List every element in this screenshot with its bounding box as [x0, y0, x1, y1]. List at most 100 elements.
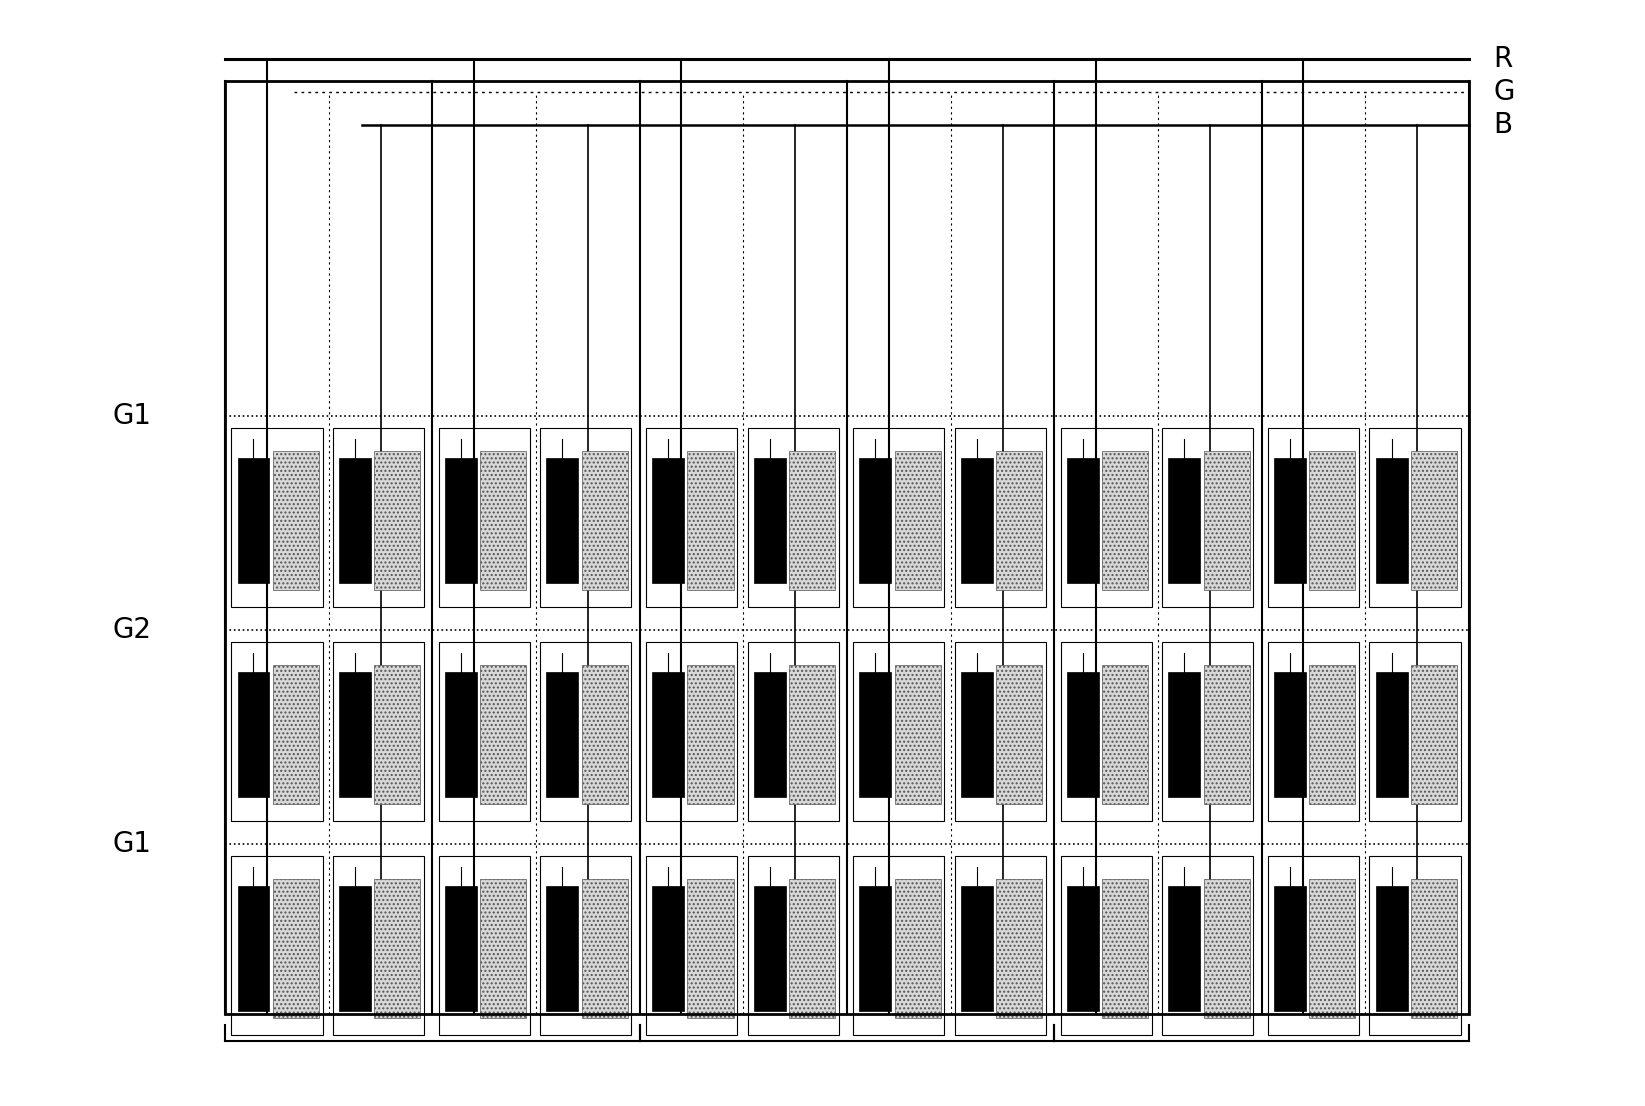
Bar	[1370, 641, 1461, 821]
Bar	[444, 458, 477, 583]
Bar	[273, 879, 319, 1018]
Bar	[339, 886, 372, 1012]
Bar	[790, 451, 836, 589]
Bar	[375, 879, 421, 1018]
Bar	[753, 458, 786, 583]
Bar	[439, 428, 530, 607]
Bar	[1066, 671, 1099, 797]
Bar	[1168, 886, 1201, 1012]
Bar	[582, 666, 628, 804]
Bar	[232, 428, 322, 607]
Bar	[1204, 666, 1250, 804]
Bar	[1102, 666, 1148, 804]
Bar	[439, 856, 530, 1035]
Bar	[232, 641, 322, 821]
Bar	[375, 451, 421, 589]
Bar	[1102, 879, 1148, 1018]
Bar	[1161, 428, 1253, 607]
Bar	[859, 458, 892, 583]
Bar	[444, 671, 477, 797]
Bar	[854, 428, 944, 607]
Bar	[1370, 428, 1461, 607]
Text: B: B	[1494, 111, 1513, 139]
Bar	[439, 641, 530, 821]
Bar	[747, 856, 839, 1035]
Bar	[444, 886, 477, 1012]
Bar	[961, 671, 994, 797]
Bar	[332, 428, 424, 607]
Bar	[646, 856, 737, 1035]
Bar	[225, 81, 1469, 1014]
Bar	[1168, 458, 1201, 583]
Bar	[688, 451, 734, 589]
Bar	[1375, 458, 1408, 583]
Bar	[997, 451, 1043, 589]
Bar	[954, 856, 1046, 1035]
Bar	[997, 879, 1043, 1018]
Bar	[1268, 428, 1359, 607]
Bar	[1066, 458, 1099, 583]
Bar	[540, 641, 632, 821]
Bar	[747, 641, 839, 821]
Bar	[646, 428, 737, 607]
Bar	[651, 671, 684, 797]
Bar	[1375, 671, 1408, 797]
Bar	[540, 428, 632, 607]
Bar	[1275, 886, 1306, 1012]
Bar	[895, 451, 941, 589]
Bar	[651, 458, 684, 583]
Bar	[1268, 856, 1359, 1035]
Text: G2: G2	[112, 616, 151, 644]
Bar	[237, 671, 270, 797]
Bar	[582, 879, 628, 1018]
Text: R: R	[1494, 45, 1513, 73]
Bar	[1061, 856, 1152, 1035]
Bar	[790, 666, 836, 804]
Bar	[1102, 451, 1148, 589]
Bar	[651, 886, 684, 1012]
Bar	[790, 879, 836, 1018]
Text: G1: G1	[112, 401, 151, 430]
Bar	[339, 671, 372, 797]
Bar	[237, 886, 270, 1012]
Bar	[961, 458, 994, 583]
Bar	[1204, 879, 1250, 1018]
Bar	[1268, 641, 1359, 821]
Bar	[1066, 886, 1099, 1012]
Bar	[1275, 458, 1306, 583]
Bar	[332, 856, 424, 1035]
Bar	[954, 428, 1046, 607]
Bar	[1375, 886, 1408, 1012]
Bar	[854, 856, 944, 1035]
Bar	[1411, 879, 1457, 1018]
Bar	[859, 671, 892, 797]
Bar	[859, 886, 892, 1012]
Bar	[753, 886, 786, 1012]
Bar	[753, 671, 786, 797]
Bar	[480, 666, 526, 804]
Bar	[540, 856, 632, 1035]
Bar	[546, 671, 579, 797]
Bar	[688, 666, 734, 804]
Bar	[747, 428, 839, 607]
Bar	[332, 641, 424, 821]
Bar	[546, 458, 579, 583]
Text: G1: G1	[112, 830, 151, 858]
Bar	[1161, 856, 1253, 1035]
Bar	[1411, 666, 1457, 804]
Bar	[273, 451, 319, 589]
Bar	[1275, 671, 1306, 797]
Bar	[237, 458, 270, 583]
Bar	[1309, 451, 1355, 589]
Bar	[854, 641, 944, 821]
Bar	[480, 451, 526, 589]
Bar	[480, 879, 526, 1018]
Bar	[1411, 451, 1457, 589]
Bar	[273, 666, 319, 804]
Bar	[895, 879, 941, 1018]
Bar	[1309, 666, 1355, 804]
Bar	[546, 886, 579, 1012]
Bar	[1168, 671, 1201, 797]
Bar	[646, 641, 737, 821]
Bar	[1204, 451, 1250, 589]
